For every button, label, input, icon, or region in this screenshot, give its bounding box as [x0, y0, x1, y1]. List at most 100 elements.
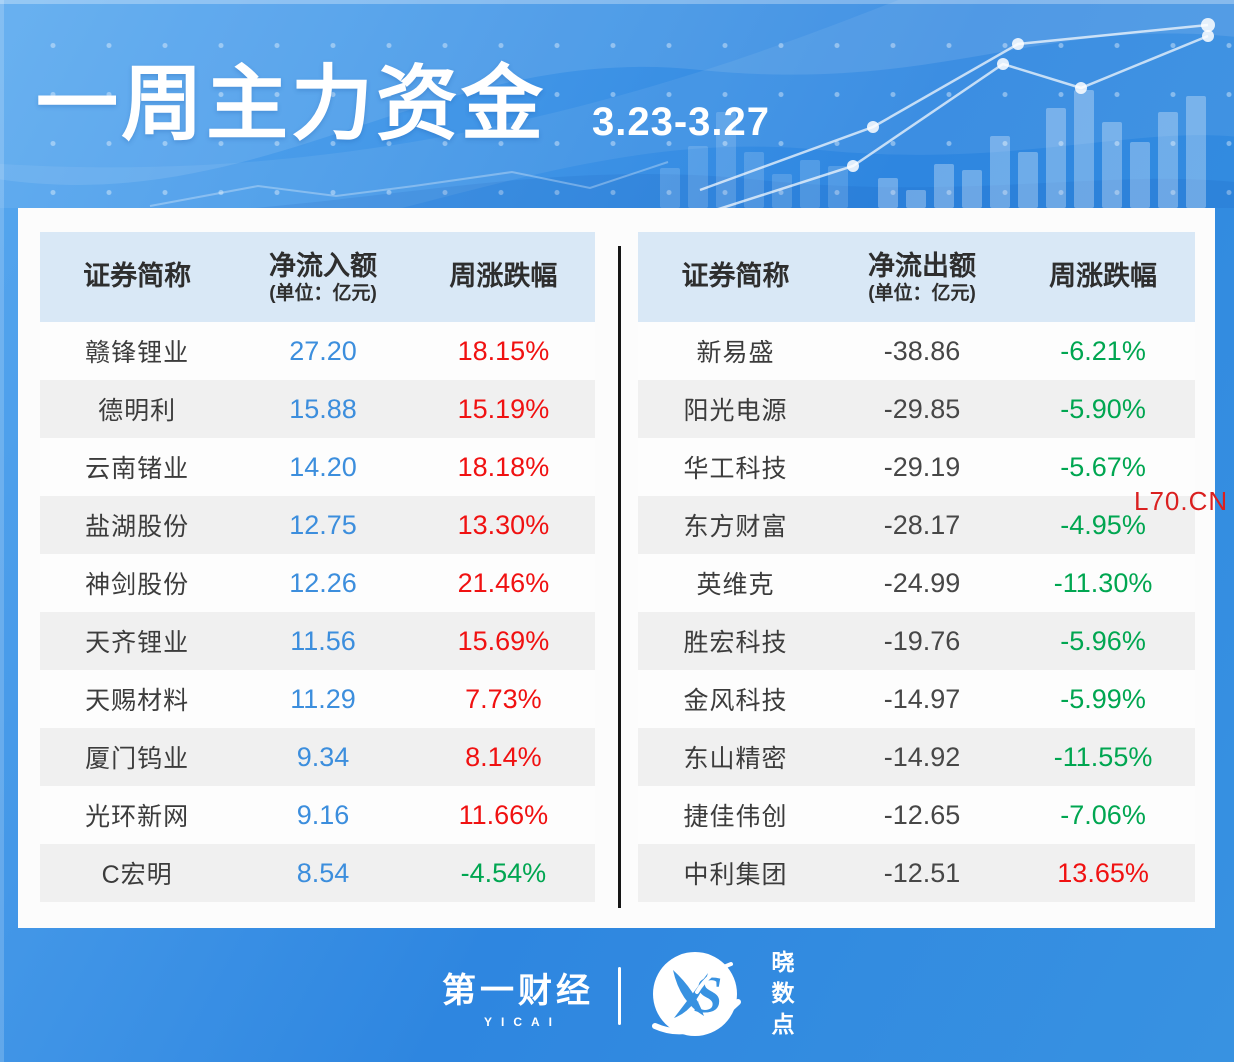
change-value: -11.55% — [1053, 741, 1153, 772]
header-decoration-graphic — [0, 0, 1234, 208]
change-value: 7.73% — [465, 683, 542, 714]
change-value: -5.67% — [1060, 451, 1146, 482]
table-row: 东山精密 -14.92 -11.55% — [638, 728, 1195, 786]
flow-value: 15.88 — [289, 393, 357, 424]
flow-value: -14.92 — [883, 741, 961, 772]
stock-name: 云南锗业 — [85, 455, 190, 483]
footer-brand-bar: 第一财经 YICAI S 晓数点 — [0, 944, 1234, 1048]
table-row: 中利集团 -12.51 13.65% — [638, 844, 1195, 902]
table-header: 证券简称 净流入额 (单位：亿元) 周涨跌幅 — [40, 232, 595, 322]
data-card: 证券简称 净流入额 (单位：亿元) 周涨跌幅 赣锋锂业 27.20 18.15% 德明… — [18, 208, 1215, 928]
change-value: -5.90% — [1060, 393, 1146, 424]
table-row: 德明利 15.88 15.19% — [40, 380, 595, 438]
table-row: 天赐材料 11.29 7.73% — [40, 670, 595, 728]
stock-name: 捷佳伟创 — [683, 803, 788, 831]
unit-label: (单位：亿元) — [868, 283, 976, 305]
flow-value: -12.65 — [883, 799, 961, 830]
change-value: 15.69% — [457, 625, 550, 656]
yicai-cn-text: 第一财经 — [442, 972, 594, 1010]
table-row: 阳光电源 -29.85 -5.90% — [638, 380, 1195, 438]
column-header-value: 净流入额 (单位：亿元) — [234, 251, 412, 303]
stock-name: 阳光电源 — [683, 397, 788, 425]
change-value: 18.15% — [457, 335, 550, 366]
table-row: 华工科技 -29.19 -5.67% — [638, 438, 1195, 496]
wave-ribbon — [0, 0, 1234, 185]
change-value: 13.30% — [457, 509, 550, 540]
flow-value: -12.51 — [883, 857, 961, 888]
change-value: -11.30% — [1053, 567, 1153, 598]
change-value: 13.65% — [1057, 857, 1149, 888]
flow-value: 9.16 — [296, 799, 350, 830]
stock-name: 厦门钨业 — [85, 745, 190, 773]
change-value: 21.46% — [457, 567, 550, 598]
wave-ribbon — [0, 0, 1234, 208]
top-edge-highlight — [0, 0, 1234, 4]
wave-ribbon — [254, 174, 1234, 208]
dot-grid-pattern — [0, 0, 1234, 208]
table-row: 厦门钨业 9.34 8.14% — [40, 728, 595, 786]
stock-name: 光环新网 — [85, 803, 190, 831]
change-value: -5.96% — [1060, 625, 1146, 656]
xiaoshudian-logo-icon: S — [652, 952, 741, 1036]
stock-name: 中利集团 — [683, 861, 788, 889]
table-row: 捷佳伟创 -12.65 -7.06% — [638, 786, 1195, 844]
flow-value: 11.29 — [290, 683, 356, 714]
stock-name: C宏明 — [101, 861, 173, 889]
column-header-change: 周涨跌幅 — [449, 261, 558, 292]
flow-value: 27.20 — [289, 335, 357, 366]
table-row: 金风科技 -14.97 -5.99% — [638, 670, 1195, 728]
stock-name: 胜宏科技 — [683, 629, 788, 657]
decorative-bar-chart — [878, 90, 1206, 208]
table-row: 光环新网 9.16 11.66% — [40, 786, 595, 844]
net-outflow-rows: 新易盛 -38.86 -6.21% 阳光电源 -29.85 -5.90% 华工科技 -29.1… — [638, 322, 1195, 902]
change-value: 11.66% — [458, 799, 549, 830]
table-row: 新易盛 -38.86 -6.21% — [638, 322, 1195, 380]
table-row: 赣锋锂业 27.20 18.15% — [40, 322, 595, 380]
table-header: 证券简称 净流出额 (单位：亿元) 周涨跌幅 — [638, 232, 1195, 322]
decorative-bar-chart-faint — [660, 112, 848, 208]
xiaoshudian-text: 晓数点 — [768, 949, 794, 1043]
flow-value: 8.54 — [296, 857, 350, 888]
change-value: -5.99% — [1060, 683, 1146, 714]
net-inflow-rows: 赣锋锂业 27.20 18.15% 德明利 15.88 15.19% 云南锗业 14.20 18… — [40, 322, 595, 902]
table-row: 盐湖股份 12.75 13.30% — [40, 496, 595, 554]
net-outflow-table: 证券简称 净流出额 (单位：亿元) 周涨跌幅 新易盛 -38.86 -6.21% 阳光… — [638, 232, 1195, 902]
column-header-name: 证券简称 — [83, 261, 192, 292]
table-row: 云南锗业 14.20 18.18% — [40, 438, 595, 496]
flow-value: -28.17 — [883, 509, 961, 540]
stock-name: 天赐材料 — [85, 687, 190, 715]
flow-value: 11.56 — [290, 625, 356, 656]
page-title: 一周主力资金 — [36, 59, 547, 150]
change-value: 18.18% — [457, 451, 550, 482]
flow-value: -38.86 — [883, 335, 961, 366]
watermark-text: L70.CN — [1134, 486, 1229, 516]
flow-value: 14.20 — [289, 451, 357, 482]
column-header-value: 净流出额 (单位：亿元) — [833, 251, 1011, 303]
change-value: 8.14% — [465, 741, 542, 772]
decorative-line-chart — [149, 18, 1215, 208]
change-value: -7.06% — [1060, 799, 1146, 830]
change-value: 15.19% — [457, 393, 550, 424]
left-edge-highlight — [0, 0, 4, 1062]
flow-value: 12.75 — [289, 509, 357, 540]
table-row: C宏明 8.54 -4.54% — [40, 844, 595, 902]
flow-value: -14.97 — [883, 683, 961, 714]
flow-value: -19.76 — [883, 625, 961, 656]
yicai-en-text: YICAI — [483, 1015, 561, 1029]
change-value: -6.21% — [1060, 335, 1146, 366]
change-value: -4.95% — [1060, 509, 1146, 540]
net-inflow-table: 证券简称 净流入额 (单位：亿元) 周涨跌幅 赣锋锂业 27.20 18.15% 德明… — [40, 232, 595, 902]
flow-value: -29.19 — [883, 451, 961, 482]
change-value: -4.54% — [460, 857, 547, 888]
table-row: 东方财富 -28.17 -4.95% — [638, 496, 1195, 554]
stock-name: 东方财富 — [683, 513, 788, 541]
footer-divider-bar — [618, 967, 621, 1025]
flow-value: 9.34 — [296, 741, 350, 772]
stock-name: 德明利 — [98, 397, 177, 425]
table-row: 天齐锂业 11.56 15.69% — [40, 612, 595, 670]
stock-name: 盐湖股份 — [85, 513, 190, 541]
table-row: 胜宏科技 -19.76 -5.96% — [638, 612, 1195, 670]
table-row: 英维克 -24.99 -11.30% — [638, 554, 1195, 612]
